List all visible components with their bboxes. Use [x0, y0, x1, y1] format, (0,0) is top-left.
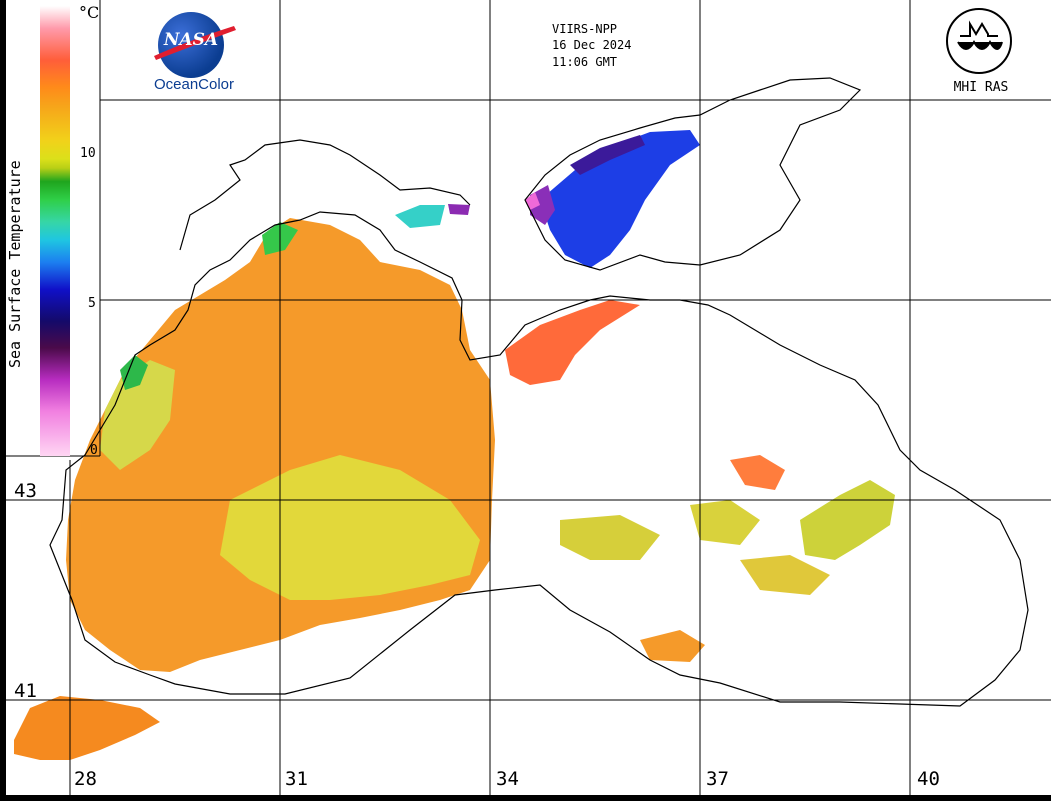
colorbar-tick-0: 0 — [90, 443, 98, 458]
sst-marmara — [14, 696, 160, 760]
sst-field-red-2 — [730, 455, 785, 490]
longitude-label-34: 34 — [496, 768, 519, 790]
nasa-wordmark: NASA — [163, 30, 219, 50]
sst-karkinit-purple — [448, 204, 470, 215]
sst-azov — [540, 130, 700, 268]
colorbar-tick-5: 5 — [88, 296, 96, 311]
oceancolor-caption: OceanColor — [153, 76, 235, 93]
latitude-label-41: 41 — [14, 680, 37, 702]
sst-field-east-3 — [740, 555, 830, 595]
coastline-nw — [179, 139, 471, 251]
sst-field-east-1 — [800, 480, 895, 560]
left-frame-bar — [0, 0, 6, 801]
sst-azov-dark — [570, 135, 645, 175]
coastline — [49, 211, 1029, 707]
sst-azov-purple — [530, 185, 555, 225]
sst-field-south-1 — [640, 630, 705, 662]
longitude-label-31: 31 — [285, 768, 308, 790]
image-time: 11:06 GMT — [552, 55, 618, 69]
bottom-frame-bar — [0, 795, 1051, 801]
nasa-oceancolor-logo: NASA OceanColor — [148, 10, 238, 96]
mhi-waves-icon — [957, 20, 1003, 50]
satellite-name: VIIRS-NPP — [552, 22, 618, 36]
institute-name: MHI RAS — [953, 80, 1009, 95]
sst-field-east-2 — [690, 500, 760, 545]
sst-field-yellow-nw — [100, 360, 175, 470]
longitude-label-37: 37 — [706, 768, 729, 790]
longitude-label-40: 40 — [917, 768, 940, 790]
colorbar-unit: °C — [79, 3, 100, 22]
mhi-emblem-icon — [946, 8, 1012, 74]
nasa-swoosh-icon — [154, 26, 236, 60]
colorbar-tick-10: 10 — [80, 146, 96, 161]
sst-field-east-4 — [560, 515, 660, 560]
sst-karkinit-cyan — [395, 205, 445, 228]
colorbar-label: Sea Surface Temperature — [6, 160, 24, 368]
longitude-label-28: 28 — [74, 768, 97, 790]
sst-azov-magenta — [525, 192, 540, 210]
sst-field-red-1 — [505, 300, 640, 385]
sst-colorbar — [40, 6, 70, 456]
coastline-azov — [524, 77, 862, 271]
mhi-ras-logo: MHI RAS — [944, 8, 1018, 100]
sst-nw-coast-green — [120, 355, 148, 390]
image-date: 16 Dec 2024 — [552, 38, 632, 52]
sst-field-yellow — [220, 455, 480, 600]
latitude-label-43: 43 — [14, 480, 37, 502]
